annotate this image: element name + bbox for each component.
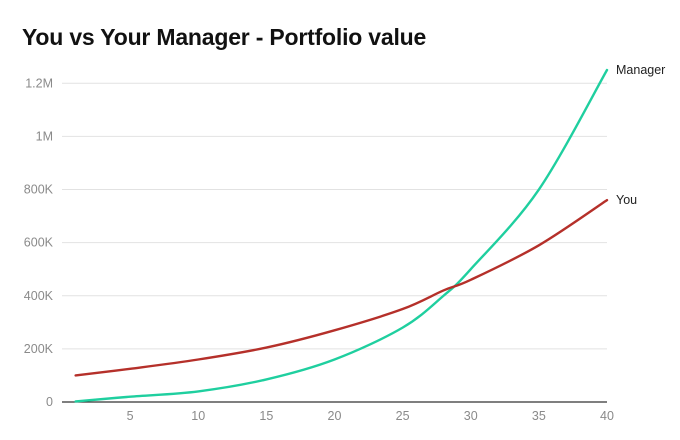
axes: 0 200K 400K 600K 800K 1M 1.2M 5 10 15 20 25 30 35 40 <box>24 76 614 423</box>
x-tick-label: 15 <box>259 409 273 423</box>
series-lines <box>74 68 609 403</box>
x-tick-label: 40 <box>600 409 614 423</box>
series-line-manager <box>74 68 609 403</box>
y-tick-label: 600K <box>24 236 54 250</box>
x-tick-label: 10 <box>191 409 205 423</box>
series-label-you: You <box>616 193 637 207</box>
series-line-you <box>74 198 609 377</box>
y-tick-label: 1.2M <box>25 76 53 90</box>
x-tick-label: 35 <box>532 409 546 423</box>
y-tick-label: 0 <box>46 395 53 409</box>
x-tick-label: 5 <box>127 409 134 423</box>
y-tick-label: 400K <box>24 289 54 303</box>
x-tick-label: 30 <box>464 409 478 423</box>
y-tick-label: 800K <box>24 183 54 197</box>
series-labels: Manager You <box>616 63 665 207</box>
y-tick-label: 1M <box>36 129 53 143</box>
y-tick-label: 200K <box>24 342 54 356</box>
grid <box>62 82 607 350</box>
x-tick-label: 25 <box>396 409 410 423</box>
chart-title: You vs Your Manager - Portfolio value <box>22 24 427 50</box>
series-label-manager: Manager <box>616 63 665 77</box>
x-tick-label: 20 <box>328 409 342 423</box>
